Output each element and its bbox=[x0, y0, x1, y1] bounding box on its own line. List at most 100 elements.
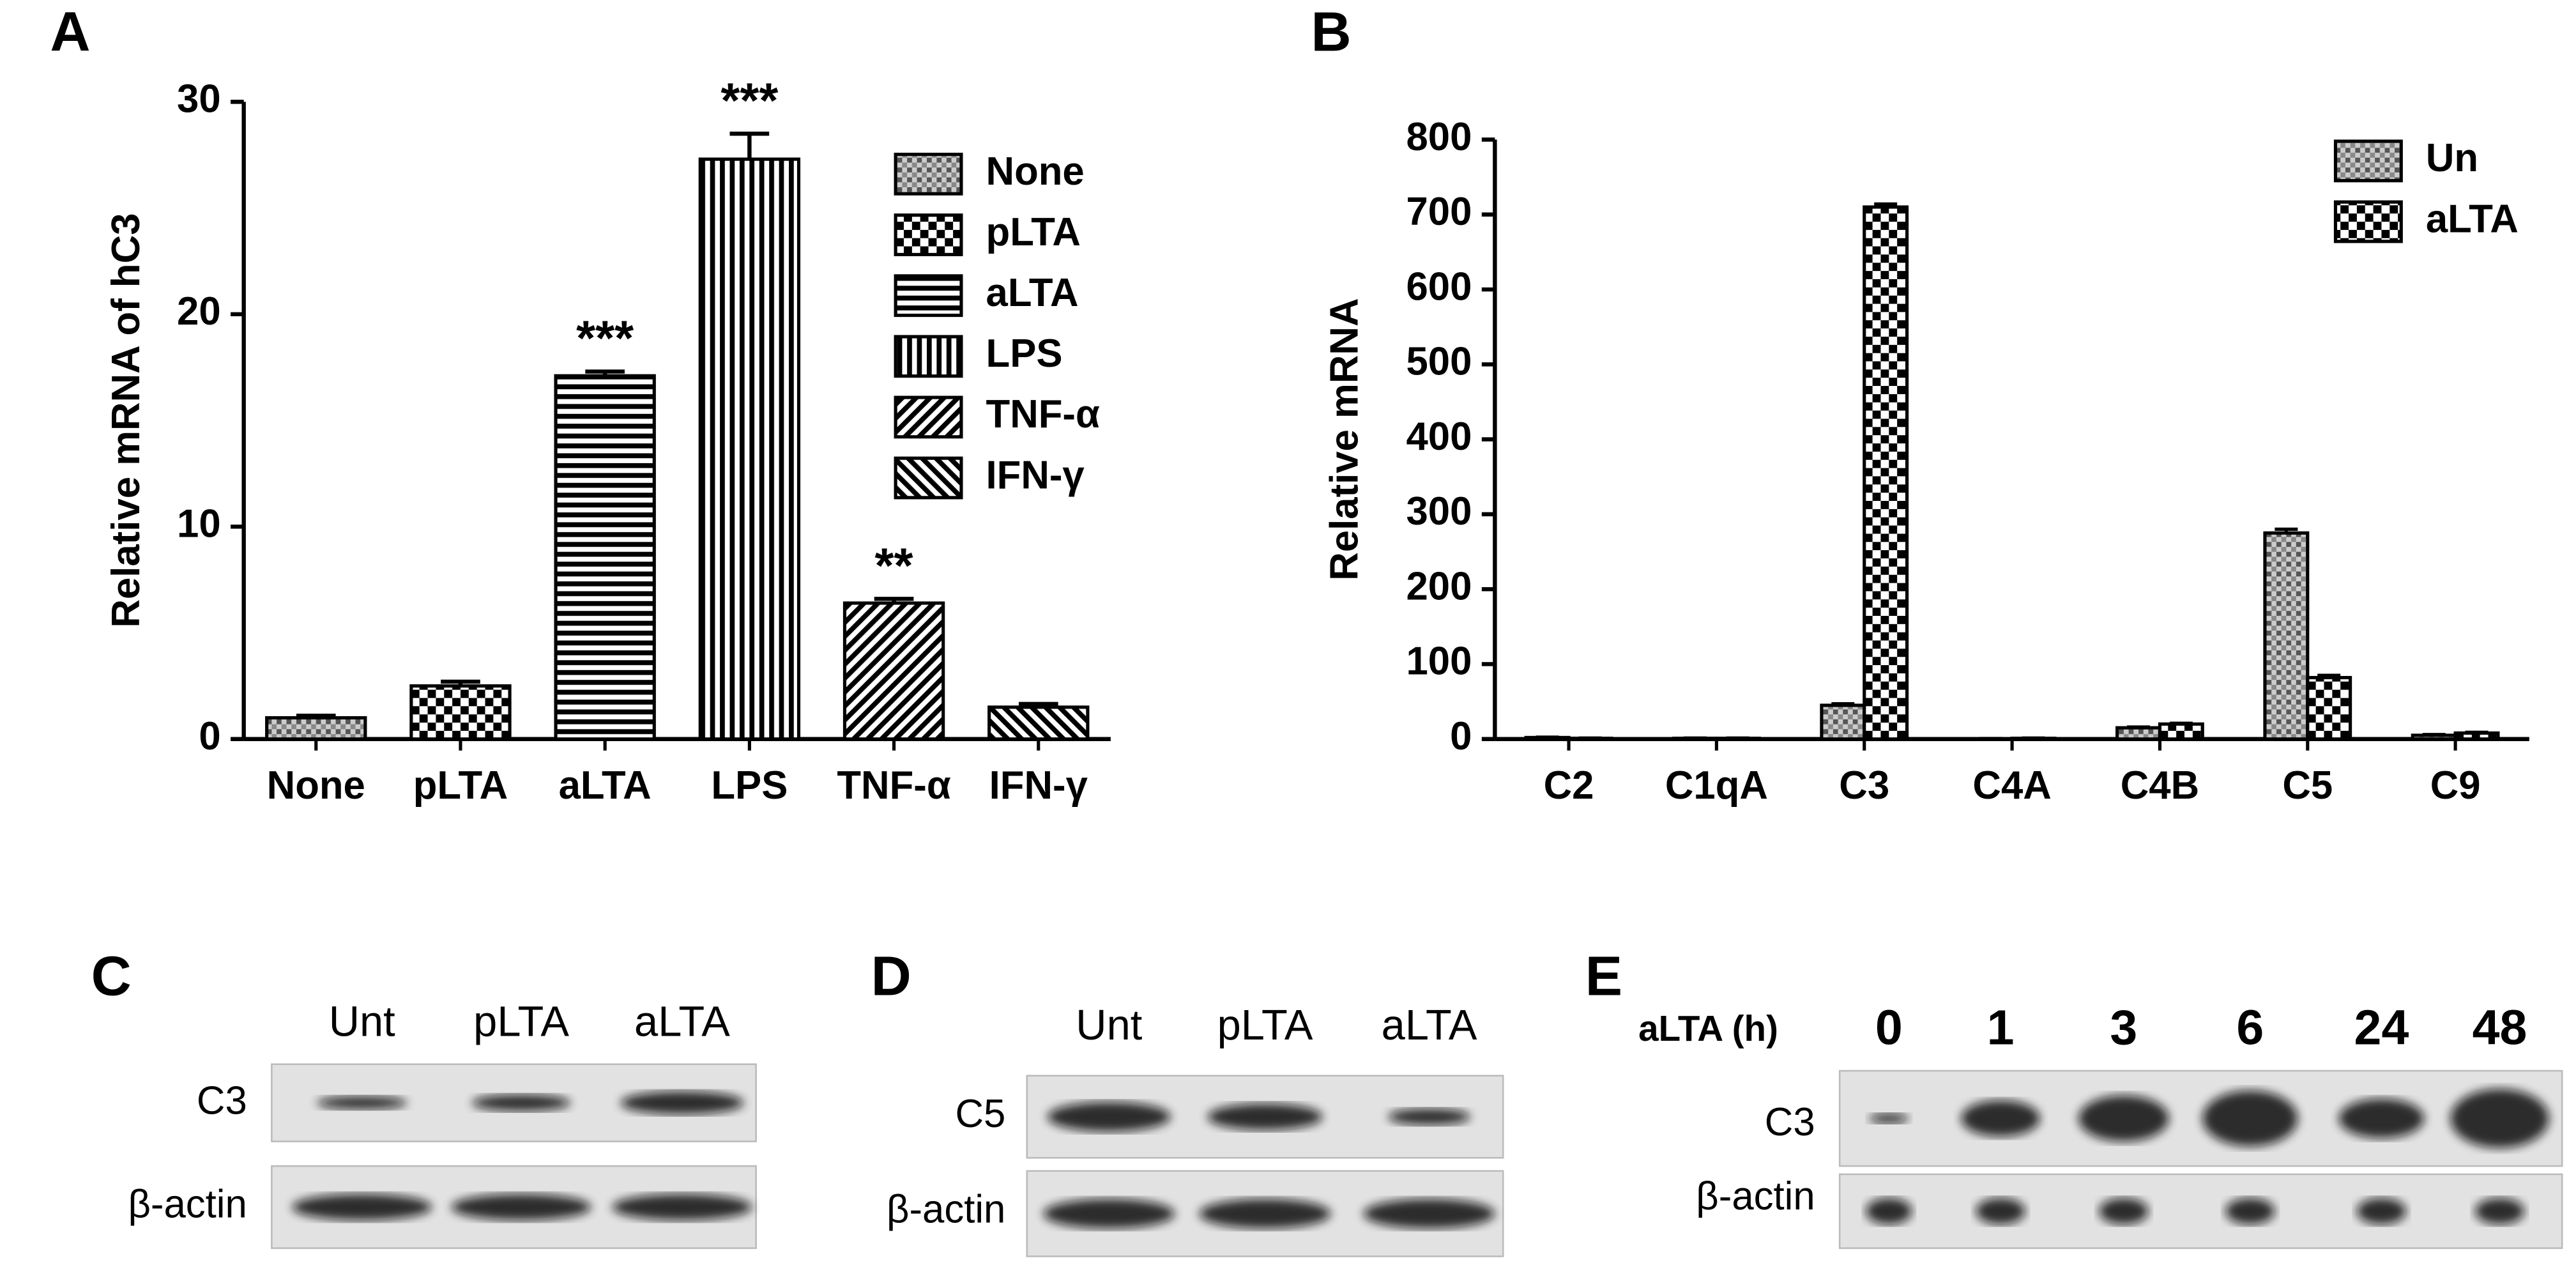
blot-strip bbox=[1838, 1070, 2563, 1167]
y-tick-label: 400 bbox=[1406, 415, 1472, 459]
lane-label: 24 bbox=[2354, 1001, 2409, 1055]
bar bbox=[2158, 722, 2204, 741]
y-tick-label: 500 bbox=[1406, 340, 1472, 384]
lane-label: 48 bbox=[2473, 1001, 2527, 1055]
legend-swatch bbox=[894, 395, 963, 439]
y-tick-label: 700 bbox=[1406, 190, 1472, 234]
x-tick-label: None bbox=[267, 763, 365, 808]
y-tick-label: 100 bbox=[1406, 640, 1472, 684]
y-tick-label: 0 bbox=[1450, 714, 1472, 758]
x-tick-label: C4A bbox=[1972, 763, 2051, 808]
blot-band bbox=[317, 1096, 408, 1110]
blot-band bbox=[2202, 1090, 2298, 1147]
legend-swatch bbox=[894, 335, 963, 378]
legend-label: aLTA bbox=[986, 271, 1079, 315]
y-tick-label: 600 bbox=[1406, 265, 1472, 309]
legend-swatch bbox=[894, 456, 963, 500]
legend-label: Un bbox=[2426, 136, 2478, 180]
row-label: C3 bbox=[197, 1079, 247, 1123]
x-tick-label: LPS bbox=[711, 763, 788, 808]
legend-swatch bbox=[2333, 139, 2403, 183]
blot-band bbox=[2225, 1198, 2275, 1225]
x-tick-label: IFN-γ bbox=[989, 763, 1088, 808]
legend-label: LPS bbox=[986, 332, 1063, 376]
bar bbox=[987, 705, 1090, 741]
significance-label: ** bbox=[875, 538, 913, 593]
blot-band bbox=[451, 1193, 591, 1220]
lane-label: aLTA bbox=[634, 999, 730, 1046]
legend-label: TNF-α bbox=[986, 392, 1100, 436]
legend-swatch bbox=[2333, 200, 2403, 243]
blot-band bbox=[1976, 1198, 2025, 1225]
bar bbox=[842, 601, 945, 741]
panel-label: D bbox=[871, 945, 911, 1008]
blot-band bbox=[1047, 1101, 1171, 1132]
y-tick-label: 20 bbox=[177, 289, 221, 334]
lane-title: aLTA (h) bbox=[1638, 1008, 1778, 1048]
legend-label: IFN-γ bbox=[986, 453, 1085, 497]
row-label: β-actin bbox=[1696, 1174, 1815, 1218]
blot-band bbox=[2078, 1095, 2169, 1142]
legend-label: aLTA bbox=[2426, 197, 2519, 241]
x-tick-label: C3 bbox=[1839, 763, 1889, 808]
bar bbox=[2411, 733, 2457, 741]
blot-band bbox=[1207, 1103, 1323, 1130]
legend-swatch bbox=[894, 153, 963, 196]
row-label: C3 bbox=[1765, 1100, 1815, 1144]
blot-band bbox=[620, 1091, 744, 1115]
lane-label: 1 bbox=[1987, 1001, 2015, 1055]
x-tick-label: C5 bbox=[2282, 763, 2333, 808]
blot-strip bbox=[1838, 1173, 2563, 1249]
x-tick-label: C4B bbox=[2121, 763, 2199, 808]
row-label: β-actin bbox=[128, 1183, 247, 1227]
bar bbox=[2306, 675, 2352, 741]
panel-label: B bbox=[1311, 1, 1351, 63]
lane-label: Unt bbox=[1076, 1002, 1142, 1049]
row-label: β-actin bbox=[887, 1187, 1005, 1231]
y-tick-label: 800 bbox=[1406, 115, 1472, 159]
bar bbox=[554, 374, 656, 741]
lane-label: aLTA bbox=[1382, 1002, 1477, 1049]
blot-band bbox=[471, 1094, 571, 1111]
blot-band bbox=[292, 1193, 432, 1220]
y-tick-label: 0 bbox=[199, 714, 220, 758]
blot-band bbox=[1866, 1198, 1912, 1225]
blot-band bbox=[2474, 1198, 2525, 1225]
lane-label: 3 bbox=[2110, 1001, 2137, 1055]
y-tick-label: 10 bbox=[177, 502, 221, 546]
bar bbox=[265, 716, 367, 741]
y-tick-label: 200 bbox=[1406, 564, 1472, 608]
panel-label: E bbox=[1585, 945, 1622, 1008]
bar bbox=[1863, 205, 1909, 741]
blot-band bbox=[1869, 1113, 1909, 1124]
lane-label: 0 bbox=[1875, 1001, 1903, 1055]
x-tick-label: C2 bbox=[1544, 763, 1594, 808]
blot-band bbox=[1363, 1199, 1495, 1229]
bar bbox=[2453, 731, 2500, 741]
bar bbox=[2115, 726, 2162, 741]
bar bbox=[1524, 735, 1571, 741]
bar bbox=[409, 684, 512, 741]
blot-band bbox=[1199, 1199, 1331, 1229]
blot-band bbox=[2099, 1198, 2149, 1225]
panel-label: C bbox=[91, 945, 132, 1008]
lane-label: 6 bbox=[2236, 1001, 2264, 1055]
blot-band bbox=[1388, 1108, 1470, 1125]
panel-label: A bbox=[50, 1, 90, 63]
lane-label: Unt bbox=[329, 999, 395, 1046]
legend-label: None bbox=[986, 150, 1085, 194]
blot-band bbox=[1043, 1199, 1175, 1229]
x-tick-label: pLTA bbox=[413, 763, 508, 808]
blot-band bbox=[2356, 1198, 2407, 1225]
blot-band bbox=[2338, 1098, 2425, 1139]
legend-swatch bbox=[894, 213, 963, 257]
x-tick-label: TNF-α bbox=[837, 763, 950, 808]
blot-band bbox=[612, 1193, 752, 1220]
bar bbox=[1820, 703, 1866, 741]
lane-label: pLTA bbox=[1217, 1002, 1313, 1049]
y-tick-label: 30 bbox=[177, 77, 221, 121]
bar bbox=[698, 157, 801, 741]
blot-band bbox=[2450, 1089, 2549, 1148]
